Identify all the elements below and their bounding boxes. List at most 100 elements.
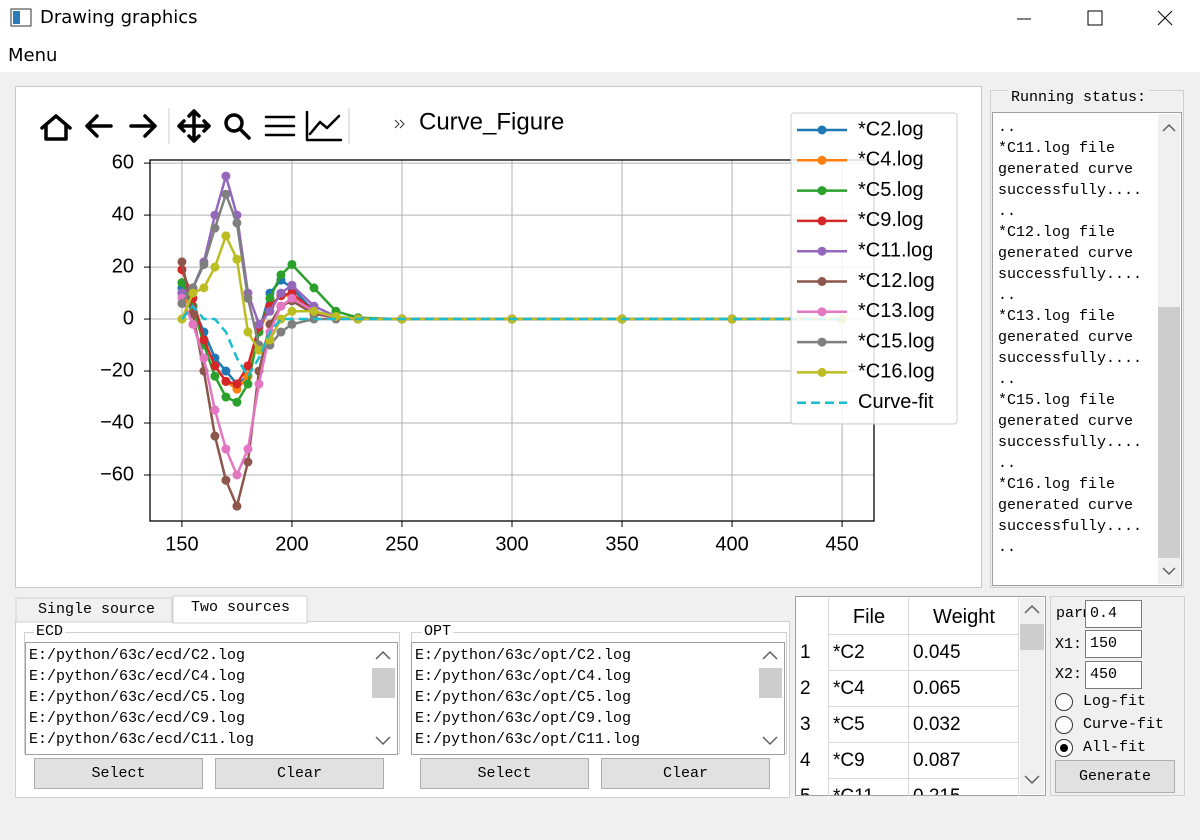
legend-marker (817, 216, 827, 226)
data-point (221, 366, 231, 376)
row-header: 1 (800, 642, 811, 663)
status-line: successfully.... (998, 266, 1143, 283)
home-icon[interactable] (40, 114, 72, 141)
row-header: 3 (800, 714, 811, 735)
data-point (199, 283, 209, 293)
data-point (232, 501, 242, 511)
radio-button[interactable] (1055, 716, 1073, 734)
tab-selected[interactable] (172, 595, 308, 624)
status-line: .. (998, 203, 1017, 220)
radio-dot (1060, 744, 1068, 752)
tab[interactable] (15, 597, 173, 623)
input-value: 150 (1090, 635, 1118, 652)
row-header: 5 (800, 787, 811, 795)
column-header: Weight (933, 606, 995, 628)
series-line (180, 304, 843, 379)
data-point (199, 353, 209, 363)
status-line: *C15.log file (998, 392, 1116, 409)
ecd-list[interactable] (25, 642, 398, 755)
button[interactable] (215, 758, 384, 789)
text-input[interactable] (1085, 661, 1142, 689)
data-point (210, 371, 220, 381)
save-icon[interactable] (305, 110, 343, 142)
window-title: Drawing graphics (40, 7, 198, 28)
data-point (276, 327, 286, 337)
button[interactable] (601, 758, 770, 789)
pan-icon[interactable] (177, 109, 211, 143)
data-point (232, 254, 242, 264)
button[interactable] (34, 758, 203, 789)
data-point (276, 288, 286, 298)
row-header: 2 (800, 678, 811, 699)
status-line: .. (998, 455, 1017, 472)
data-point (254, 345, 264, 355)
status-line: successfully.... (998, 350, 1143, 367)
more-icon[interactable] (394, 119, 405, 129)
input-value: 450 (1090, 666, 1118, 683)
y-tick-label: −20 (100, 359, 134, 381)
table-grid (829, 706, 1019, 707)
scroll-thumb[interactable] (1020, 624, 1044, 650)
button-label: Clear (662, 765, 708, 782)
table-cell: 0.032 (913, 714, 961, 735)
data-point (188, 319, 198, 329)
radio-label: All-fit (1083, 739, 1147, 756)
table-cell: 0.087 (913, 750, 961, 771)
text-input[interactable] (1085, 600, 1142, 628)
table-cell: *C9 (833, 750, 865, 771)
data-point (265, 293, 275, 303)
data-point (221, 231, 231, 241)
title-bar (0, 0, 1200, 72)
menu-item[interactable]: Menu (8, 45, 58, 66)
data-point (210, 223, 220, 233)
legend-marker (817, 155, 827, 165)
table-grid (829, 778, 1019, 779)
maximize-button[interactable] (1087, 10, 1103, 26)
data-point (287, 280, 297, 290)
table-grid (829, 742, 1019, 743)
scroll-thumb[interactable] (1158, 307, 1180, 558)
list-item: E:/python/63c/opt/C9.log (415, 710, 632, 727)
table-cell: 0.065 (913, 678, 961, 699)
data-point (727, 314, 737, 324)
table-cell: *C11 (833, 787, 874, 795)
zoom-icon[interactable] (238, 127, 251, 140)
radio-label: Log-fit (1083, 693, 1147, 710)
data-point (199, 259, 209, 269)
x-tick-label: 200 (275, 533, 308, 555)
scroll-thumb[interactable] (759, 668, 782, 698)
table-grid (828, 598, 829, 796)
legend-marker (817, 186, 827, 196)
tab-label[interactable]: Single source (38, 601, 156, 618)
legend-marker (817, 307, 827, 317)
status-line: generated curve (998, 245, 1134, 262)
group-title: OPT (422, 623, 454, 640)
input-value: 0.4 (1090, 605, 1118, 622)
back-icon[interactable] (85, 114, 113, 138)
legend-marker (817, 125, 827, 135)
configure-icon[interactable] (264, 115, 296, 137)
data-point (309, 306, 319, 316)
zoom-icon[interactable] (224, 113, 244, 133)
scroll-arrow[interactable] (375, 123, 1176, 785)
status-line: *C16.log file (998, 476, 1116, 493)
button[interactable] (1055, 760, 1175, 793)
legend-label: *C2.log (858, 118, 924, 140)
button-label: Clear (276, 765, 322, 782)
data-point (221, 189, 231, 199)
text-input[interactable] (1085, 630, 1142, 658)
radio-button[interactable] (1055, 693, 1073, 711)
forward-icon[interactable] (129, 114, 157, 138)
scroll-thumb[interactable] (372, 668, 395, 698)
data-point (232, 379, 242, 389)
tab-label[interactable]: Two sources (191, 599, 291, 616)
list-item: E:/python/63c/opt/C2.log (415, 647, 632, 664)
legend-marker (817, 367, 827, 377)
data-point (243, 444, 253, 454)
close-button[interactable] (1157, 10, 1173, 26)
opt-list[interactable] (411, 642, 785, 755)
data-point (199, 335, 209, 345)
button[interactable] (420, 758, 589, 789)
